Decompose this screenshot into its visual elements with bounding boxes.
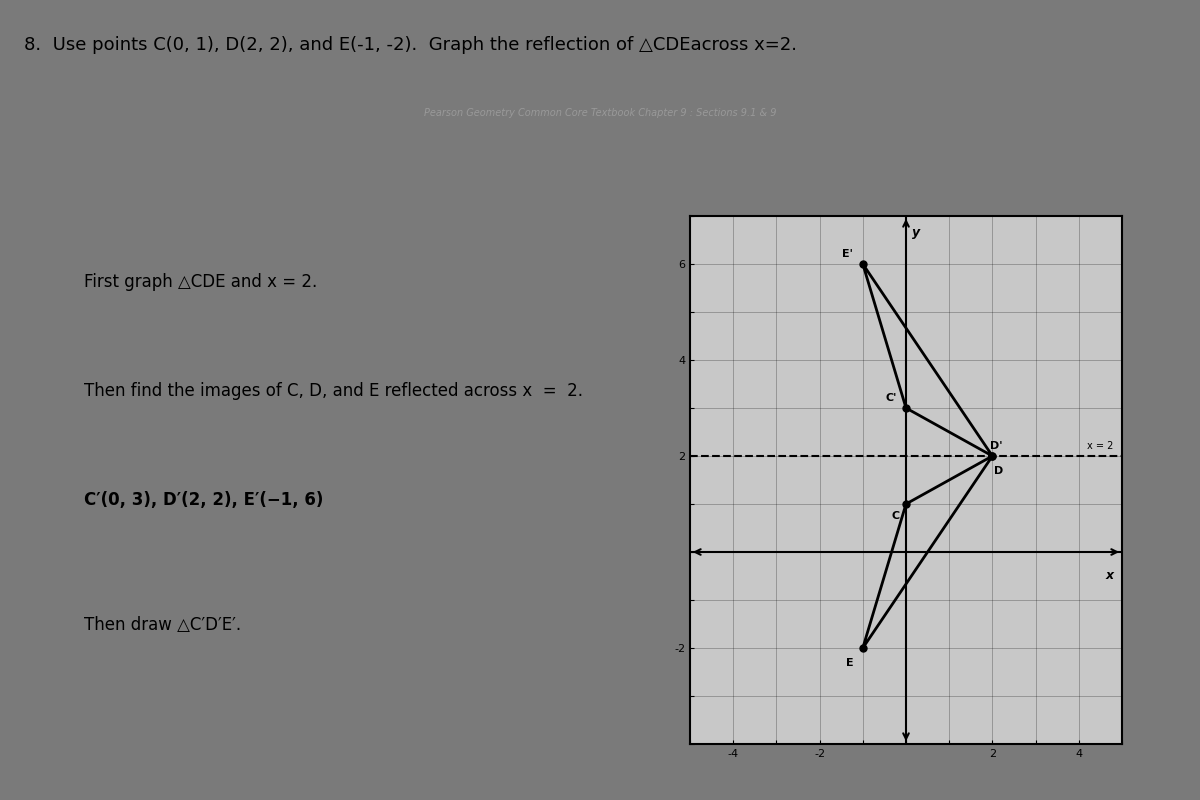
Text: E: E <box>846 658 853 667</box>
Text: 8.  Use points C(0, 1), D(2, 2), and E(-1, -2).  Graph the reflection of △CDEacr: 8. Use points C(0, 1), D(2, 2), and E(-1… <box>24 36 797 54</box>
Text: y: y <box>912 226 920 238</box>
Text: C′(0, 3), D′(2, 2), E′(−1, 6): C′(0, 3), D′(2, 2), E′(−1, 6) <box>84 491 323 509</box>
Text: Pearson Geometry Common Core Textbook Chapter 9 : Sections 9.1 & 9: Pearson Geometry Common Core Textbook Ch… <box>424 108 776 118</box>
Text: Then draw △C′D′E′.: Then draw △C′D′E′. <box>84 616 241 634</box>
Text: First graph △CDE and x = 2.: First graph △CDE and x = 2. <box>84 274 317 291</box>
Text: Then find the images of C, D, and E reflected across x  =  2.: Then find the images of C, D, and E refl… <box>84 382 583 400</box>
Text: E': E' <box>842 250 853 259</box>
Text: D: D <box>995 466 1003 475</box>
Text: x: x <box>1105 569 1114 582</box>
Text: x = 2: x = 2 <box>1087 442 1114 451</box>
Text: D': D' <box>990 442 1003 451</box>
Text: C: C <box>892 511 899 522</box>
Text: C': C' <box>886 393 896 403</box>
